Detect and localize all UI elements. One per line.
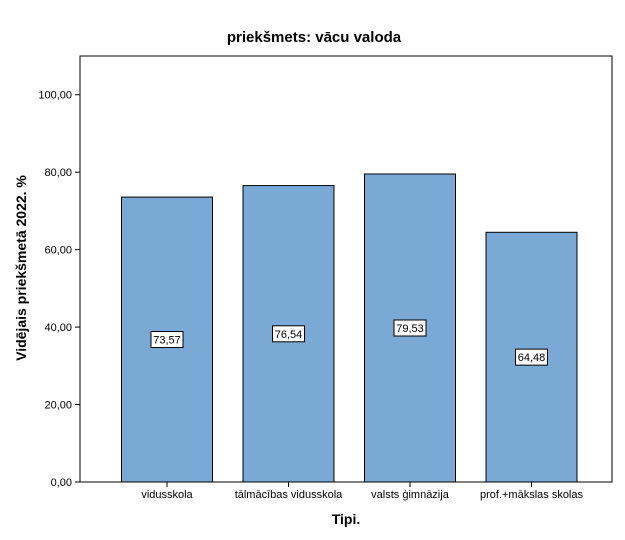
y-tick-label: 40,00 bbox=[44, 322, 72, 334]
x-axis-title: Tipi. bbox=[332, 511, 361, 527]
chart-title: priekšmets: vācu valoda bbox=[227, 29, 402, 46]
x-tick-label: vidusskola bbox=[141, 489, 193, 501]
data-label-box bbox=[393, 319, 427, 337]
bars-group bbox=[121, 173, 578, 483]
data-label-box bbox=[515, 348, 548, 366]
x-axis: vidusskola tālmācības vidusskola valsts ģi… bbox=[141, 482, 584, 501]
y-tick-label: 80,00 bbox=[44, 167, 72, 179]
data-label: 73,57 bbox=[153, 335, 181, 347]
data-label-box bbox=[272, 325, 305, 343]
x-tick-label: prof.+mākslas skolas bbox=[480, 489, 584, 501]
y-axis-title: Vidējais priekšmetā 2022. % bbox=[13, 175, 29, 361]
data-labels-group: 73,57 76,54 79,53 64,48 bbox=[150, 319, 548, 366]
y-tick-label: 60,00 bbox=[44, 245, 72, 257]
data-label: 79,53 bbox=[396, 323, 424, 335]
y-tick-label: 100,00 bbox=[38, 90, 72, 102]
y-tick-label: 20,00 bbox=[44, 400, 72, 412]
y-tick-label: 0,00 bbox=[51, 477, 72, 489]
x-tick-label: valsts ģimnāzija bbox=[371, 488, 450, 501]
data-label: 64,48 bbox=[518, 352, 546, 364]
data-label-box bbox=[150, 331, 184, 349]
x-tick-label: tālmācības vidusskola bbox=[235, 489, 343, 501]
y-axis: 0,00 20,00 40,00 60,00 80,00 100,00 bbox=[38, 90, 80, 489]
data-label: 76,54 bbox=[275, 329, 303, 341]
